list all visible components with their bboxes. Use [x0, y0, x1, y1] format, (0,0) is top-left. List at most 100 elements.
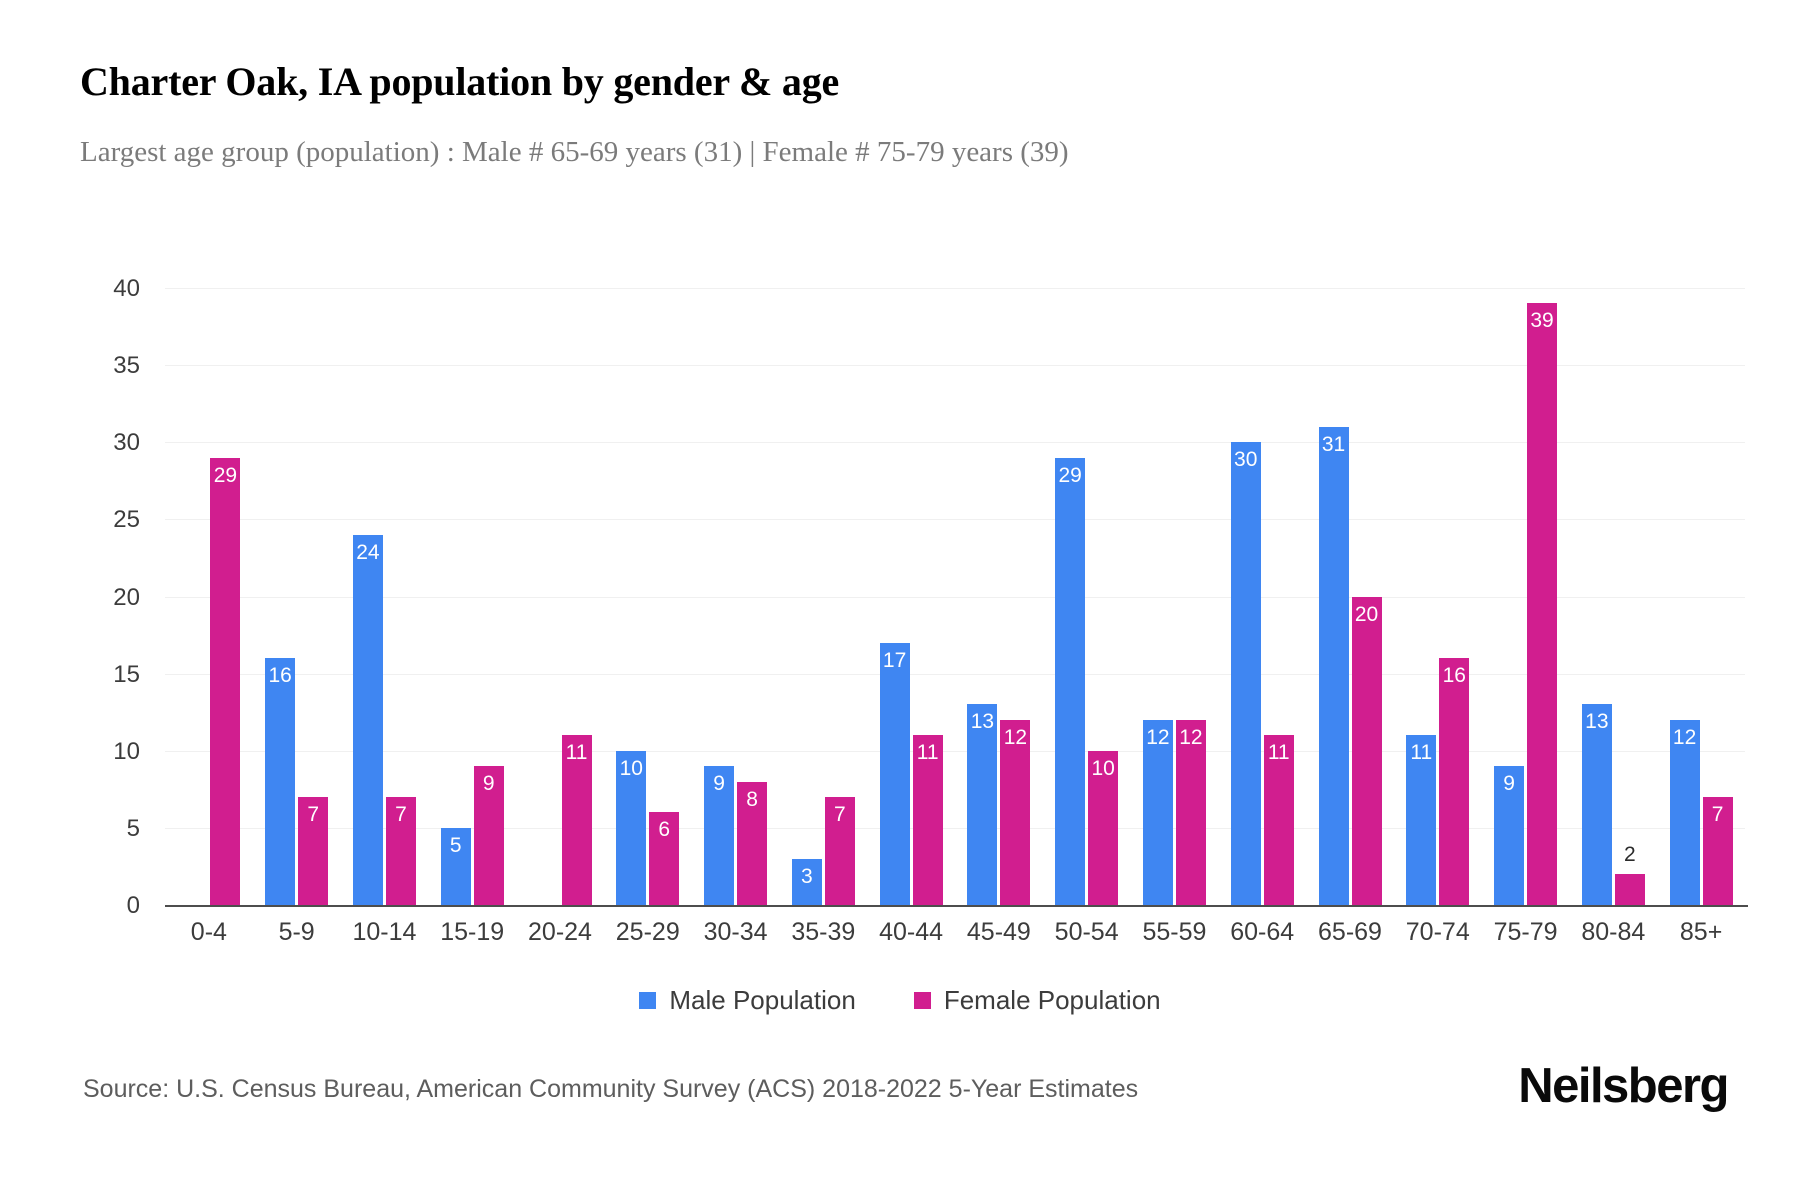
bar-value-label: 7	[307, 803, 319, 827]
bar-male[interactable]: 13	[1581, 704, 1612, 905]
bar-male[interactable]: 31	[1318, 426, 1349, 905]
bar-value-label: 10	[619, 756, 643, 780]
bar-value-label: 9	[1503, 772, 1515, 796]
x-axis-tick-label: 0-4	[190, 918, 227, 946]
bar-male[interactable]: 24	[352, 534, 383, 905]
x-axis-tick-label: 30-34	[703, 918, 768, 946]
bar-value-label: 39	[1530, 309, 1554, 333]
x-axis-tick-label: 25-29	[615, 918, 680, 946]
x-axis-tick-label: 35-39	[791, 918, 856, 946]
bar-group: 12 12	[1142, 288, 1206, 905]
page-title: Charter Oak, IA population by gender & a…	[80, 59, 840, 104]
bar-group: 30 11	[1230, 288, 1294, 905]
bar-female[interactable]: 8	[737, 781, 768, 905]
x-axis-tick-label: 60-64	[1230, 918, 1295, 946]
bar-female[interactable]: 11	[912, 735, 943, 905]
x-axis-tick-label: 5-9	[278, 918, 315, 946]
bar-value-label: 12	[1179, 725, 1203, 749]
x-axis-tick-label: 80-84	[1581, 918, 1646, 946]
bar-group: 11 16	[1406, 288, 1470, 905]
bar-value-label: 11	[916, 741, 939, 765]
bar-female[interactable]: 2	[1614, 844, 1645, 905]
gridline	[165, 519, 1745, 521]
bar-male[interactable]: 29	[1055, 457, 1086, 905]
bar-male[interactable]: 30	[1230, 442, 1261, 905]
y-axis-tick-label: 30	[113, 429, 140, 457]
bar-male[interactable]: 10	[616, 750, 647, 905]
bar-value-label: 2	[1623, 843, 1636, 867]
x-axis-tick-label: 85+	[1679, 918, 1723, 946]
bar-value-label: 16	[268, 664, 292, 688]
bar-group: 9 39	[1494, 288, 1558, 905]
bar-female[interactable]: 7	[1702, 797, 1733, 905]
bar-value-label: 29	[1058, 463, 1082, 487]
gridlines	[165, 288, 1745, 905]
bar-value-label: 30	[1234, 448, 1258, 472]
bar-male[interactable]: 11	[1406, 735, 1437, 905]
bar-group: 29 10	[1055, 288, 1119, 905]
legend-item-female[interactable]: Female Population	[913, 985, 1161, 1016]
bar-value-label: 13	[970, 710, 995, 734]
y-axis-tick-label: 20	[113, 583, 140, 611]
y-axis-tick-label: 35	[113, 352, 140, 380]
bar-female[interactable]: 9	[473, 766, 504, 905]
bar-female[interactable]: 7	[385, 797, 416, 905]
gridline	[165, 288, 1745, 289]
bar-value-label: 8	[746, 787, 758, 811]
y-axis-tick-label: 10	[113, 737, 140, 765]
x-axis-tick-label: 40-44	[879, 918, 944, 946]
bar-female[interactable]: 16	[1439, 658, 1470, 905]
bar-female[interactable]: 11	[561, 735, 592, 905]
bar-value-label: 9	[482, 772, 495, 796]
bar-female[interactable]: 6	[649, 812, 680, 905]
bar-male[interactable]: 16	[265, 658, 296, 905]
bar-group: 10 6	[616, 288, 680, 905]
bar-value-label: 5	[449, 833, 462, 857]
bar-female[interactable]: 7	[824, 797, 855, 905]
gridline	[165, 673, 1745, 675]
bar-value-label: 16	[1442, 664, 1466, 688]
bar-value-label: 13	[1585, 710, 1609, 734]
bar-female[interactable]: 12	[1175, 719, 1206, 905]
bar-male[interactable]: 9	[704, 766, 735, 905]
bar-male[interactable]: 13	[967, 704, 998, 905]
legend-swatch-male-icon	[639, 992, 657, 1009]
bar-group: 12 7	[1669, 288, 1733, 905]
x-axis-tick-label: 10-14	[352, 918, 417, 946]
bar-group: 29	[177, 288, 241, 905]
bar-female[interactable]: 20	[1351, 596, 1382, 905]
bar-male[interactable]: 5	[440, 827, 471, 905]
x-axis-tick-label: 50-54	[1054, 918, 1119, 946]
source-note: Source: U.S. Census Bureau, American Com…	[83, 1075, 1139, 1103]
bar-female[interactable]: 7	[298, 797, 329, 905]
bar-male[interactable]: 17	[879, 642, 910, 905]
legend-item-male[interactable]: Male Population	[639, 985, 856, 1016]
bar-male[interactable]: 12	[1142, 719, 1173, 905]
bar-value-label: 10	[1091, 756, 1115, 780]
bar-female[interactable]: 12	[1000, 719, 1031, 905]
bar-female[interactable]: 11	[1263, 735, 1294, 905]
chart-subtitle: Largest age group (population) : Male # …	[80, 136, 1069, 168]
bar-group: 11	[529, 288, 592, 905]
bar-value-label: 9	[713, 772, 725, 796]
bar-value-label: 29	[213, 463, 238, 487]
bar-male[interactable]: 3	[791, 858, 822, 905]
bar-group: 24 7	[352, 288, 416, 905]
bar-female[interactable]: 10	[1088, 750, 1119, 905]
bar-male[interactable]: 9	[1494, 766, 1525, 905]
bar-female[interactable]: 29	[210, 457, 241, 905]
bar-value-label: 12	[1003, 725, 1028, 749]
bar-female[interactable]: 39	[1527, 303, 1558, 905]
x-axis-tick-label: 70-74	[1405, 918, 1470, 946]
bar-value-label: 31	[1321, 432, 1346, 456]
bar-group: 17 11	[879, 288, 943, 905]
x-axis-tick-label: 15-19	[440, 918, 505, 946]
bar-male[interactable]: 12	[1669, 719, 1700, 905]
y-axis-tick-label: 15	[113, 660, 140, 688]
chart-legend: Male Population Female Population	[0, 985, 1800, 1016]
bar-group: 13 12	[967, 288, 1031, 905]
y-axis-tick-label: 5	[126, 814, 140, 842]
